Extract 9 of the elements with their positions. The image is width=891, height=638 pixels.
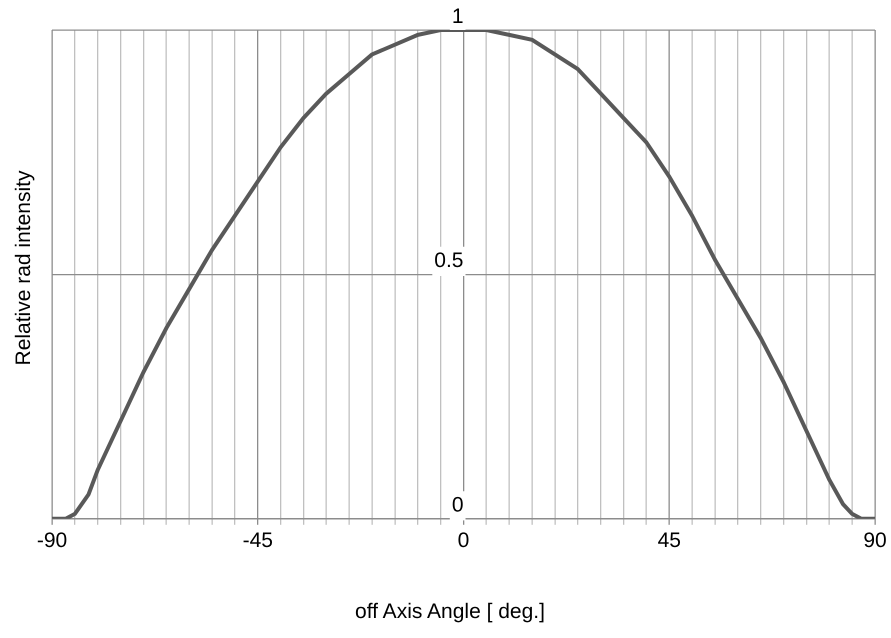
x-axis-title: off Axis Angle [ deg.] xyxy=(355,600,545,624)
y-tick-label: 0 xyxy=(452,494,464,517)
y-tick-label: 0.5 xyxy=(434,249,464,272)
x-tick-label: -90 xyxy=(36,529,68,552)
x-tick-label: 90 xyxy=(863,529,887,552)
y-tick-label: 1 xyxy=(452,4,464,28)
x-tick-label: -45 xyxy=(242,529,273,552)
y-axis-title: Relative rad intensity xyxy=(12,170,36,366)
x-tick-label: 45 xyxy=(658,529,681,552)
